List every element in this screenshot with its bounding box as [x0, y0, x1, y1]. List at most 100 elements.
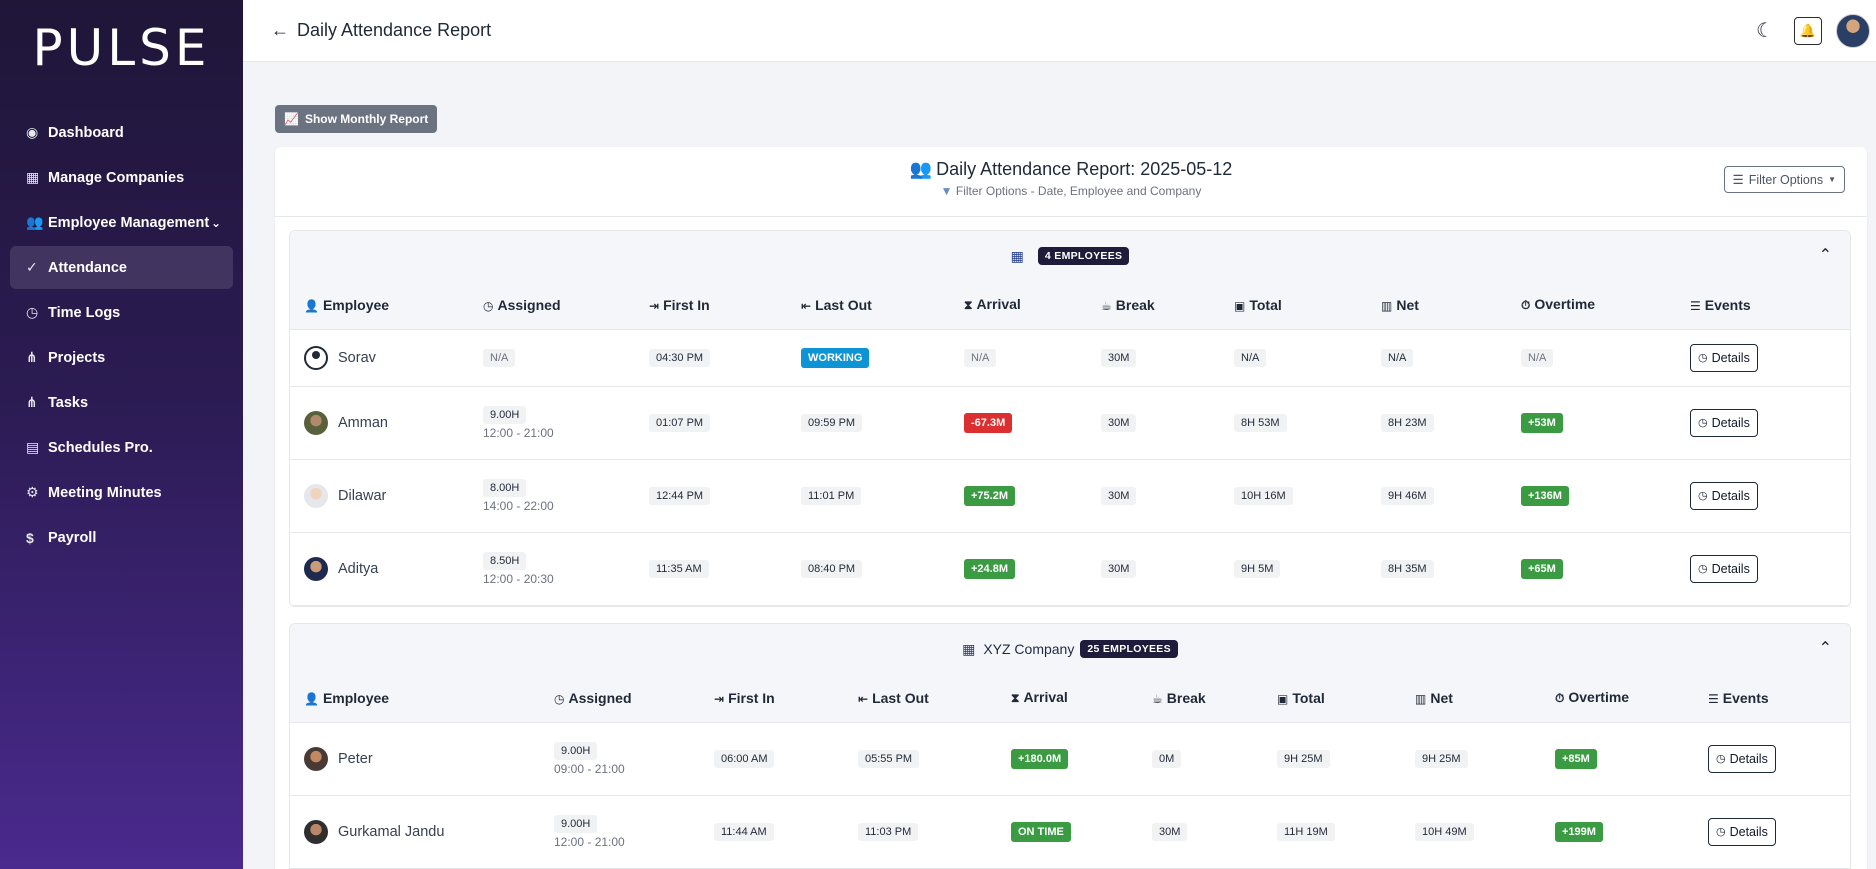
- col-total[interactable]: ▣ Total: [1220, 281, 1367, 330]
- col-first-in[interactable]: ⇥ First In: [700, 674, 844, 723]
- user-avatar[interactable]: [1836, 13, 1870, 48]
- col-label: Break: [1166, 689, 1206, 706]
- col-first-in[interactable]: ⇥ First In: [635, 281, 787, 330]
- col-overtime[interactable]: ⏱ Overtime: [1541, 674, 1694, 723]
- col-label: Total: [1249, 296, 1282, 313]
- dashboard-icon: ◉: [26, 124, 39, 140]
- clock-icon: ◷: [1716, 826, 1726, 838]
- company-name: XYZ Company: [983, 641, 1075, 657]
- details-button[interactable]: ◷ Details: [1708, 817, 1776, 846]
- sidebar-item-meeting-minutes[interactable]: ⚙ Meeting Minutes: [10, 471, 233, 514]
- col-events[interactable]: ☰ Events: [1694, 674, 1850, 723]
- col-assigned[interactable]: ◷ Assigned: [469, 281, 635, 330]
- col-label: Employee: [322, 689, 390, 706]
- details-button[interactable]: ◷ Details: [1690, 343, 1758, 372]
- sidebar-item-employee-management[interactable]: 👥 Employee Management ⌄: [10, 201, 233, 244]
- col-break[interactable]: ☕ Break: [1138, 674, 1263, 723]
- assigned-time: 09:00 - 21:00: [554, 761, 625, 776]
- col-last-out[interactable]: ⇤ Last Out: [844, 674, 997, 723]
- arrival-badge: +75.2M: [964, 485, 1015, 506]
- details-button[interactable]: ◷ Details: [1690, 408, 1758, 437]
- details-button[interactable]: ◷ Details: [1690, 481, 1758, 510]
- show-monthly-report-label: Show Monthly Report: [304, 112, 429, 126]
- col-last-out[interactable]: ⇤ Last Out: [787, 281, 950, 330]
- sidebar-item-tasks[interactable]: ⋔ Tasks: [10, 381, 233, 424]
- report-card: 👥 Daily Attendance Report: 2025-05-12 ▼ F…: [275, 147, 1867, 869]
- sidebar-item-payroll[interactable]: $ Payroll: [10, 516, 233, 559]
- employee-name[interactable]: Aditya: [338, 560, 379, 577]
- calculator-icon: ▥: [1381, 298, 1393, 313]
- sidebar-item-manage-companies[interactable]: ▦ Manage Companies: [10, 156, 233, 199]
- user-icon: 👤: [304, 298, 319, 313]
- sign-out-icon: ⇤: [801, 298, 812, 313]
- col-label: Net: [1430, 689, 1453, 706]
- details-button[interactable]: ◷ Details: [1690, 554, 1758, 583]
- col-net[interactable]: ▥ Net: [1401, 674, 1541, 723]
- break: 30M: [1101, 559, 1137, 578]
- sidebar-item-projects[interactable]: ⋔ Projects: [10, 336, 233, 379]
- sidebar-item-schedules[interactable]: ▤ Schedules Pro.: [10, 426, 233, 469]
- group-header[interactable]: ▦ 4 EMPLOYEES ⌃: [290, 231, 1850, 281]
- hourglass-icon: ⧗: [964, 298, 973, 313]
- main-content: 📈 Show Monthly Report 👥 Daily Attendance …: [243, 62, 1876, 869]
- chevron-down-icon[interactable]: ⌄: [210, 215, 221, 230]
- col-overtime[interactable]: ⏱ Overtime: [1507, 281, 1676, 330]
- col-label: Assigned: [497, 296, 561, 313]
- net: 9H 46M: [1381, 486, 1434, 505]
- assigned-time: 12:00 - 21:00: [554, 834, 625, 849]
- show-monthly-report-button[interactable]: 📈 Show Monthly Report: [275, 105, 438, 133]
- col-total[interactable]: ▣ Total: [1263, 674, 1401, 723]
- col-employee[interactable]: 👤 Employee: [290, 674, 540, 723]
- clock-icon: ◷: [554, 691, 565, 706]
- sidebar-item-label: Projects: [48, 349, 106, 366]
- table-row: Gurkamal Jandu 9.00H 12:00 - 21:00 11:44 …: [290, 795, 1850, 869]
- sidebar-item-attendance[interactable]: ✓ Attendance: [10, 246, 233, 289]
- sidebar-nav: ◉ Dashboard ▦ Manage Companies 👥 Employe…: [0, 111, 243, 559]
- col-arrival[interactable]: ⧗ Arrival: [950, 281, 1087, 330]
- employee-name[interactable]: Sorav: [338, 349, 376, 366]
- employee-name[interactable]: Peter: [338, 750, 373, 767]
- employee-cell: Dilawar: [304, 483, 469, 508]
- user-check-icon: ✓: [26, 259, 38, 275]
- report-subtitle: ▼ Filter Options - Date, Employee and Co…: [275, 184, 1867, 198]
- col-net[interactable]: ▥ Net: [1367, 281, 1507, 330]
- break: 30M: [1101, 486, 1137, 505]
- filter-options-button[interactable]: ☰ Filter Options ▼: [1723, 166, 1845, 193]
- calculator-icon: ▥: [1415, 691, 1427, 706]
- clock-icon: ◷: [1698, 417, 1708, 429]
- sidebar-item-dashboard[interactable]: ◉ Dashboard: [10, 111, 233, 154]
- sidebar-item-time-logs[interactable]: ◷ Time Logs: [10, 291, 233, 334]
- chevron-up-icon[interactable]: ⌃: [1818, 640, 1832, 657]
- back-arrow-icon[interactable]: ←: [271, 20, 289, 40]
- sidebar-item-label: Payroll: [48, 529, 97, 546]
- employee-name[interactable]: Amman: [338, 414, 388, 431]
- assigned-hours: 9.00H: [483, 405, 527, 424]
- col-employee[interactable]: 👤 Employee: [290, 281, 469, 330]
- first-in: 06:00 AM: [714, 749, 775, 768]
- assigned-hours: 8.00H: [483, 478, 527, 497]
- clock-icon: ◷: [1698, 563, 1708, 575]
- col-events[interactable]: ☰ Events: [1676, 281, 1850, 330]
- employee-name[interactable]: Gurkamal Jandu: [338, 823, 445, 840]
- employee-count-badge: 25 EMPLOYEES: [1080, 640, 1178, 658]
- overtime-badge: +53M: [1521, 412, 1563, 433]
- stopwatch-icon: ⏱: [1555, 691, 1565, 706]
- hourglass-icon: ⧗: [1011, 691, 1020, 706]
- notification-bell-icon[interactable]: 🔔: [1794, 16, 1822, 45]
- col-assigned[interactable]: ◷ Assigned: [540, 674, 700, 723]
- group-header[interactable]: ▦ XYZ Company 25 EMPLOYEES ⌃: [290, 624, 1850, 674]
- dark-mode-toggle-icon[interactable]: ☾: [1756, 20, 1774, 42]
- sliders-icon: ☰: [1732, 173, 1744, 187]
- employee-name[interactable]: Dilawar: [338, 487, 387, 504]
- col-arrival[interactable]: ⧗ Arrival: [997, 674, 1138, 723]
- arrival-badge: ON TIME: [1011, 821, 1071, 842]
- col-label: Overtime: [1568, 689, 1630, 706]
- total: 9H 25M: [1277, 749, 1330, 768]
- list-icon: ☰: [1708, 691, 1719, 706]
- sidebar-item-label: Attendance: [48, 259, 127, 276]
- attendance-table: 👤 Employee ◷ Assigned ⇥ First In ⇤ Last Out …: [290, 674, 1850, 869]
- details-button[interactable]: ◷ Details: [1708, 744, 1776, 773]
- col-label: Net: [1396, 296, 1419, 313]
- chevron-up-icon[interactable]: ⌃: [1818, 247, 1832, 264]
- col-break[interactable]: ☕ Break: [1087, 281, 1220, 330]
